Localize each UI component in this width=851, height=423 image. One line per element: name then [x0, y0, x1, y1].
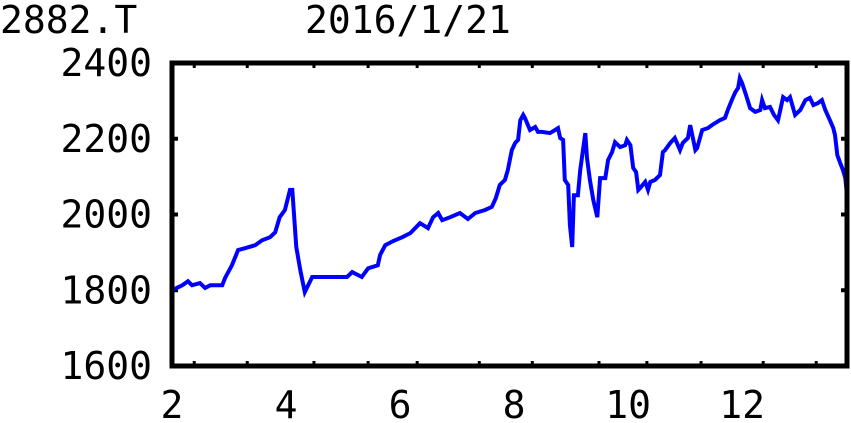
x-tick-label: 10 [605, 383, 651, 423]
x-tick-label: 2 [161, 383, 184, 423]
price-line [171, 71, 849, 299]
y-tick-label: 1800 [60, 268, 152, 312]
plot-frame [169, 60, 850, 369]
y-tick-label: 2000 [60, 193, 152, 237]
x-tick-label: 12 [719, 383, 765, 423]
y-tick-label: 1600 [60, 344, 152, 388]
y-tick-label: 2400 [60, 41, 152, 85]
x-tick-label: 4 [275, 383, 298, 423]
ticker-label: 2882.T [0, 0, 137, 42]
date-label: 2016/1/21 [305, 0, 511, 42]
y-tick-label: 2200 [60, 117, 152, 161]
x-tick-label: 6 [389, 383, 412, 423]
x-tick-label: 8 [503, 383, 526, 423]
